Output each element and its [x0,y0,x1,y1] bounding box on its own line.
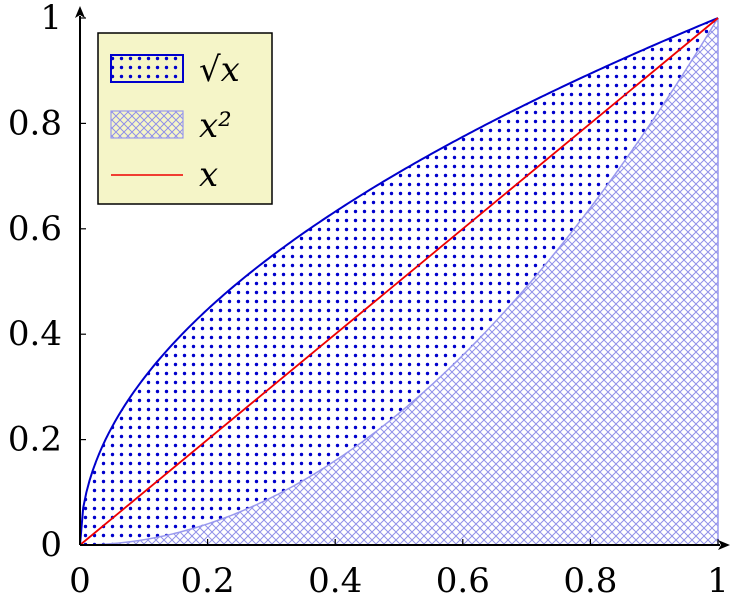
y-tick-label: 0 [40,525,62,565]
y-axis-arrow [75,6,85,18]
plot-area [79,17,719,546]
x-tick-label: 0.2 [181,561,235,601]
x-tick-label: 0 [69,561,91,601]
x-tick-label: 0.4 [308,561,362,601]
line-sqrt-x [79,17,719,546]
ticks: 0 0.2 0.4 0.6 0.8 1 0 0.2 0.4 0.6 0.8 1 [8,0,729,601]
legend-label: x² [199,106,232,146]
axes [75,6,730,550]
legend-swatch-sqrt-x [110,54,184,83]
y-tick-label: 0.6 [8,209,62,249]
y-tick-label: 0.4 [8,314,62,354]
y-tick-label: 0.8 [8,103,62,143]
legend: √x x² x [97,32,273,205]
legend-label: x [199,155,218,195]
x-tick-label: 0.6 [436,561,490,601]
area-x-squared [80,18,718,545]
legend-swatch-x-squared [110,110,184,139]
legend-label: √x [199,50,240,90]
y-tick-label: 1 [40,0,62,38]
y-tick-label: 0.2 [8,420,62,460]
x-tick-label: 1 [707,561,729,601]
x-tick-label: 0.8 [563,561,617,601]
line-x-squared [79,17,719,546]
x-axis-arrow [718,540,730,550]
line-x [79,17,719,546]
